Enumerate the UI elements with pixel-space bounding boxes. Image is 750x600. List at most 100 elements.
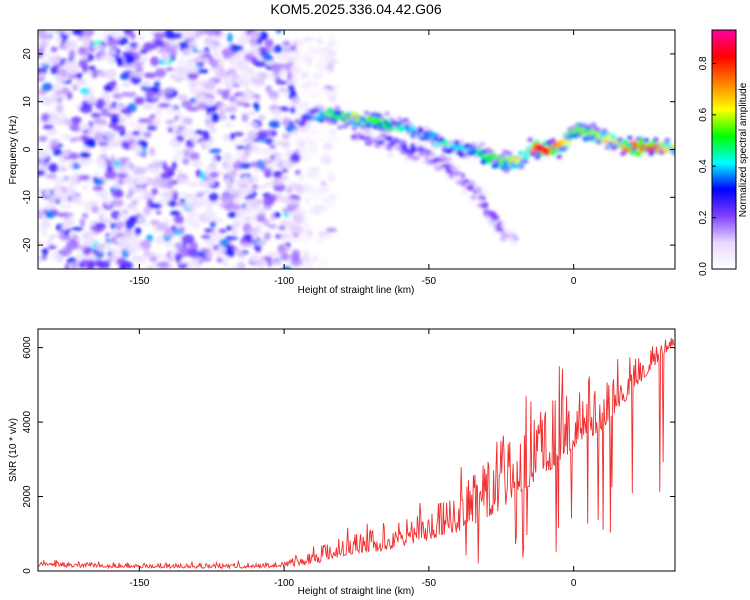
noise-blob	[78, 151, 91, 159]
noise-blob	[213, 49, 221, 59]
secondary-ridge-blob	[452, 168, 460, 174]
noise-blob	[317, 137, 327, 142]
noise-blob	[281, 133, 291, 139]
signal-ridge-blob	[609, 134, 617, 140]
noise-blob	[71, 64, 80, 73]
noise-blob	[295, 236, 308, 243]
noise-blob	[110, 222, 116, 230]
noise-blob	[328, 58, 339, 65]
noise-blob	[269, 144, 276, 149]
secondary-ridge-blob	[413, 152, 420, 157]
noise-blob	[208, 148, 222, 154]
noise-blob	[112, 141, 125, 148]
noise-blob	[155, 210, 162, 215]
snr-y-tick-label: 2000	[22, 485, 33, 508]
noise-blob	[308, 207, 322, 215]
noise-blob	[233, 247, 240, 252]
noise-blob	[116, 58, 124, 67]
noise-blob	[104, 242, 114, 251]
spectrogram-x-tick-label: -50	[422, 276, 437, 287]
noise-blob	[192, 161, 200, 167]
noise-blob	[123, 30, 134, 36]
noise-blob	[126, 182, 133, 187]
noise-blob	[122, 91, 129, 97]
noise-blob	[220, 193, 234, 202]
noise-blob	[184, 216, 195, 224]
noise-blob	[47, 116, 60, 126]
noise-blob	[122, 51, 128, 58]
signal-ridge-blob	[634, 150, 642, 157]
noise-blob	[168, 179, 174, 189]
noise-blob	[291, 129, 299, 137]
noise-blob	[117, 236, 125, 246]
noise-blob	[251, 175, 259, 184]
noise-blob	[98, 208, 105, 219]
noise-blob	[253, 167, 260, 174]
secondary-ridge-blob	[499, 236, 507, 242]
noise-blob	[46, 238, 54, 247]
noise-blob	[262, 182, 274, 188]
noise-blob	[210, 126, 216, 134]
noise-blob	[125, 193, 133, 199]
noise-blob	[57, 192, 69, 203]
noise-blob	[189, 181, 199, 188]
noise-blob	[255, 259, 266, 268]
noise-blob	[157, 59, 167, 65]
noise-blob	[249, 253, 259, 263]
noise-blob	[186, 58, 195, 65]
noise-blob	[222, 258, 229, 267]
colorbar-ticks: 0.0 0.2 0.4 0.6 0.8	[698, 56, 716, 276]
noise-blob	[308, 141, 317, 146]
noise-blob	[230, 114, 236, 120]
noise-blob	[290, 106, 296, 114]
signal-ridge-blob	[458, 139, 465, 144]
noise-blob	[38, 40, 50, 48]
noise-blob	[271, 259, 282, 266]
signal-ridge-blob	[561, 146, 568, 152]
noise-blob	[250, 42, 259, 47]
noise-blob	[168, 38, 177, 46]
secondary-ridge-blob	[506, 229, 512, 234]
noise-blob	[93, 171, 101, 176]
noise-blob	[79, 175, 90, 180]
spectrogram-x-ticks: -150 -100 -50 0	[129, 30, 577, 287]
noise-blob	[262, 196, 275, 206]
noise-blob	[271, 140, 284, 146]
noise-blob	[319, 184, 331, 194]
noise-blob	[189, 87, 203, 96]
noise-blob	[64, 39, 78, 50]
noise-blob	[254, 207, 267, 214]
noise-blob	[132, 70, 145, 78]
noise-blob	[141, 243, 151, 251]
noise-blob	[230, 44, 244, 52]
secondary-ridge-blob	[379, 144, 386, 149]
noise-blob	[267, 223, 278, 229]
secondary-ridge-blob	[461, 190, 467, 195]
noise-blob	[318, 88, 331, 95]
noise-blob	[281, 175, 289, 181]
noise-blob	[60, 236, 74, 241]
noise-blob	[166, 35, 177, 40]
noise-blob	[71, 84, 79, 92]
noise-blob	[119, 108, 132, 114]
signal-ridge-blob	[471, 141, 477, 147]
colorbar-tick-label: 0.2	[698, 210, 709, 224]
noise-blob	[156, 222, 169, 231]
noise-blob	[267, 251, 279, 257]
noise-blob	[209, 156, 217, 162]
noise-blob	[38, 45, 45, 54]
signal-ridge-blob	[522, 159, 529, 164]
noise-blob	[173, 215, 185, 225]
secondary-ridge-blob	[491, 214, 500, 221]
noise-blob	[181, 179, 191, 186]
noise-blob	[246, 130, 258, 140]
noise-blob	[173, 115, 180, 122]
noise-blob	[322, 47, 332, 53]
snr-y-label: SNR (10 * v/v)	[8, 418, 19, 482]
noise-blob	[142, 103, 153, 111]
noise-blob	[49, 139, 60, 147]
noise-blob	[160, 171, 173, 180]
noise-blob	[185, 30, 196, 39]
noise-blob	[283, 89, 290, 96]
noise-blob	[79, 218, 86, 227]
